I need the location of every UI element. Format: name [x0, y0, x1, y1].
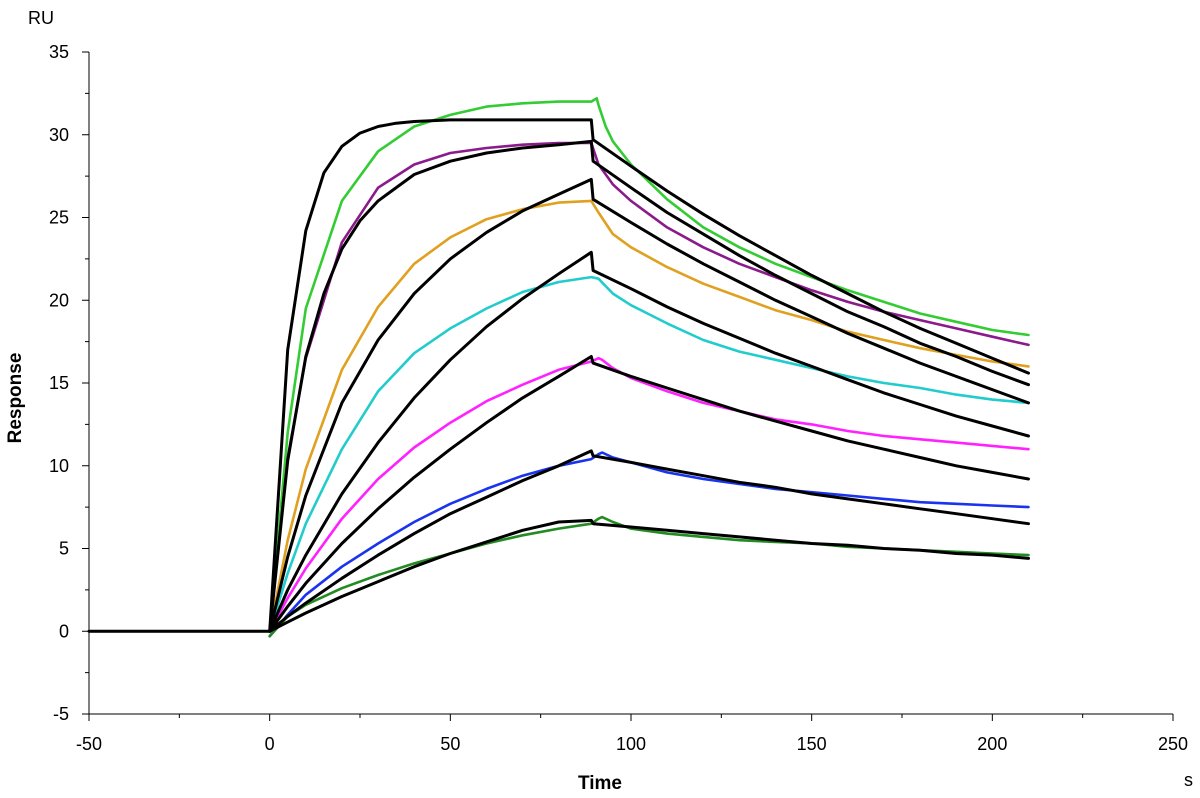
x-axis-ticks: -50 0 50 100 150 200 250: [76, 714, 1188, 754]
y-axis-title: Response: [5, 353, 26, 444]
x-tick-label: -50: [76, 734, 102, 754]
y-tick-label: 25: [49, 208, 69, 228]
x-tick-label: 100: [616, 734, 646, 754]
plot-lines: [87, 97, 1030, 638]
fit-curve-8: [268, 139, 1030, 633]
fit-curve-7: [87, 118, 1030, 633]
x-tick-label: 50: [440, 734, 460, 754]
y-tick-label: 30: [49, 125, 69, 145]
y-tick-label: -5: [53, 704, 69, 724]
x-tick-label: 250: [1158, 734, 1188, 754]
response-curve-2: [268, 199, 1030, 633]
fit-curve-11: [268, 355, 1030, 633]
fit-curve-9: [268, 177, 1030, 633]
response-curve-3: [268, 275, 1030, 633]
y-tick-label: 10: [49, 456, 69, 476]
y-tick-label: 35: [49, 42, 69, 62]
y-tick-label: 20: [49, 290, 69, 310]
x-tick-label: 200: [977, 734, 1007, 754]
x-tick-label: 0: [265, 734, 275, 754]
x-axis-unit: s: [1184, 770, 1193, 790]
response-curve-0: [87, 97, 1030, 633]
y-tick-label: 15: [49, 373, 69, 393]
fit-curve-12: [268, 449, 1030, 633]
response-curve-5: [268, 451, 1030, 638]
response-curve-4: [268, 356, 1030, 633]
y-axis-unit: RU: [28, 8, 54, 28]
y-tick-label: 5: [59, 539, 69, 559]
axes: [88, 52, 1173, 715]
y-axis-ticks: -5 0 5 10 15 20 25 30 35: [49, 42, 89, 724]
fit-curve-10: [268, 250, 1030, 633]
y-tick-label: 0: [59, 621, 69, 641]
response-curve-6: [268, 515, 1030, 638]
fit-curve-13: [268, 518, 1030, 633]
x-tick-label: 150: [797, 734, 827, 754]
x-axis-title: Time: [578, 773, 622, 794]
